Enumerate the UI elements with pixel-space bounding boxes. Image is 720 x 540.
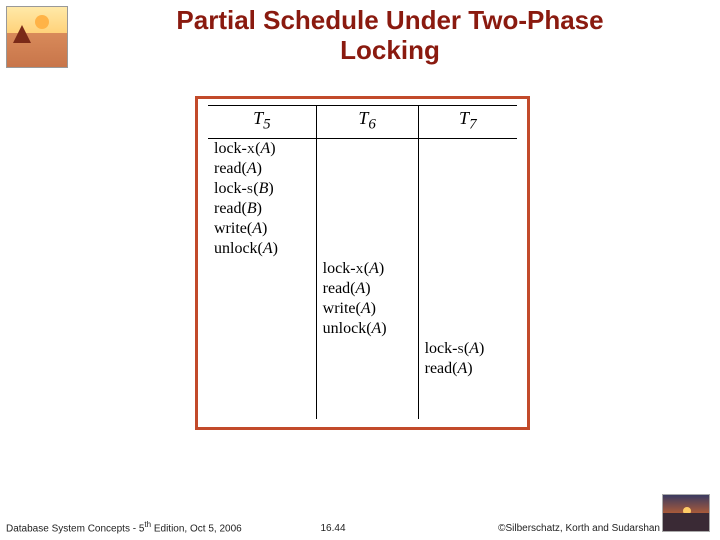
cell: unlock(A) bbox=[208, 239, 316, 259]
logo-sunset bbox=[662, 494, 710, 532]
table-row: write(A) bbox=[208, 299, 517, 319]
footer-copyright: ©Silberschatz, Korth and Sudarshan bbox=[498, 523, 660, 534]
cell bbox=[418, 138, 517, 159]
cell: unlock(A) bbox=[316, 319, 418, 339]
table-row: write(A) bbox=[208, 219, 517, 239]
col-header-t7: T7 bbox=[418, 106, 517, 139]
table-row: lock-x(A) bbox=[208, 138, 517, 159]
table-row: lock-s(B) bbox=[208, 179, 517, 199]
slide-title: Partial Schedule Under Two-Phase Locking bbox=[80, 6, 700, 66]
logo-sailboat bbox=[6, 6, 68, 68]
cell: write(A) bbox=[316, 299, 418, 319]
table-row bbox=[208, 399, 517, 419]
cell: read(A) bbox=[418, 359, 517, 379]
cell: write(A) bbox=[208, 219, 316, 239]
col-header-t5: T5 bbox=[208, 106, 316, 139]
cell: lock-s(A) bbox=[418, 339, 517, 359]
cell: lock-x(A) bbox=[208, 138, 316, 159]
cell: read(A) bbox=[316, 279, 418, 299]
footer-left: Database System Concepts - 5th Edition, … bbox=[6, 520, 242, 534]
schedule-body: lock-x(A) read(A) lock-s(B) read(B) writ… bbox=[208, 138, 517, 419]
table-row: read(B) bbox=[208, 199, 517, 219]
table-row: read(A) bbox=[208, 279, 517, 299]
cell: read(A) bbox=[208, 159, 316, 179]
title-line-1: Partial Schedule Under Two-Phase bbox=[176, 5, 603, 35]
table-row: read(A) bbox=[208, 359, 517, 379]
table-row: lock-x(A) bbox=[208, 259, 517, 279]
schedule-frame: T5 T6 T7 lock-x(A) read(A) lock-s(B) rea… bbox=[195, 96, 530, 430]
table-row: unlock(A) bbox=[208, 239, 517, 259]
table-row: lock-s(A) bbox=[208, 339, 517, 359]
table-header-row: T5 T6 T7 bbox=[208, 106, 517, 139]
schedule-table: T5 T6 T7 lock-x(A) read(A) lock-s(B) rea… bbox=[208, 105, 517, 419]
table-row: unlock(A) bbox=[208, 319, 517, 339]
cell bbox=[316, 138, 418, 159]
col-header-t6: T6 bbox=[316, 106, 418, 139]
footer: Database System Concepts - 5th Edition, … bbox=[6, 520, 660, 534]
cell: lock-s(B) bbox=[208, 179, 316, 199]
title-line-2: Locking bbox=[340, 35, 440, 65]
footer-page-number: 16.44 bbox=[320, 523, 345, 534]
cell: lock-x(A) bbox=[316, 259, 418, 279]
table-row bbox=[208, 379, 517, 399]
slide: Partial Schedule Under Two-Phase Locking… bbox=[0, 0, 720, 540]
table-row: read(A) bbox=[208, 159, 517, 179]
cell: read(B) bbox=[208, 199, 316, 219]
